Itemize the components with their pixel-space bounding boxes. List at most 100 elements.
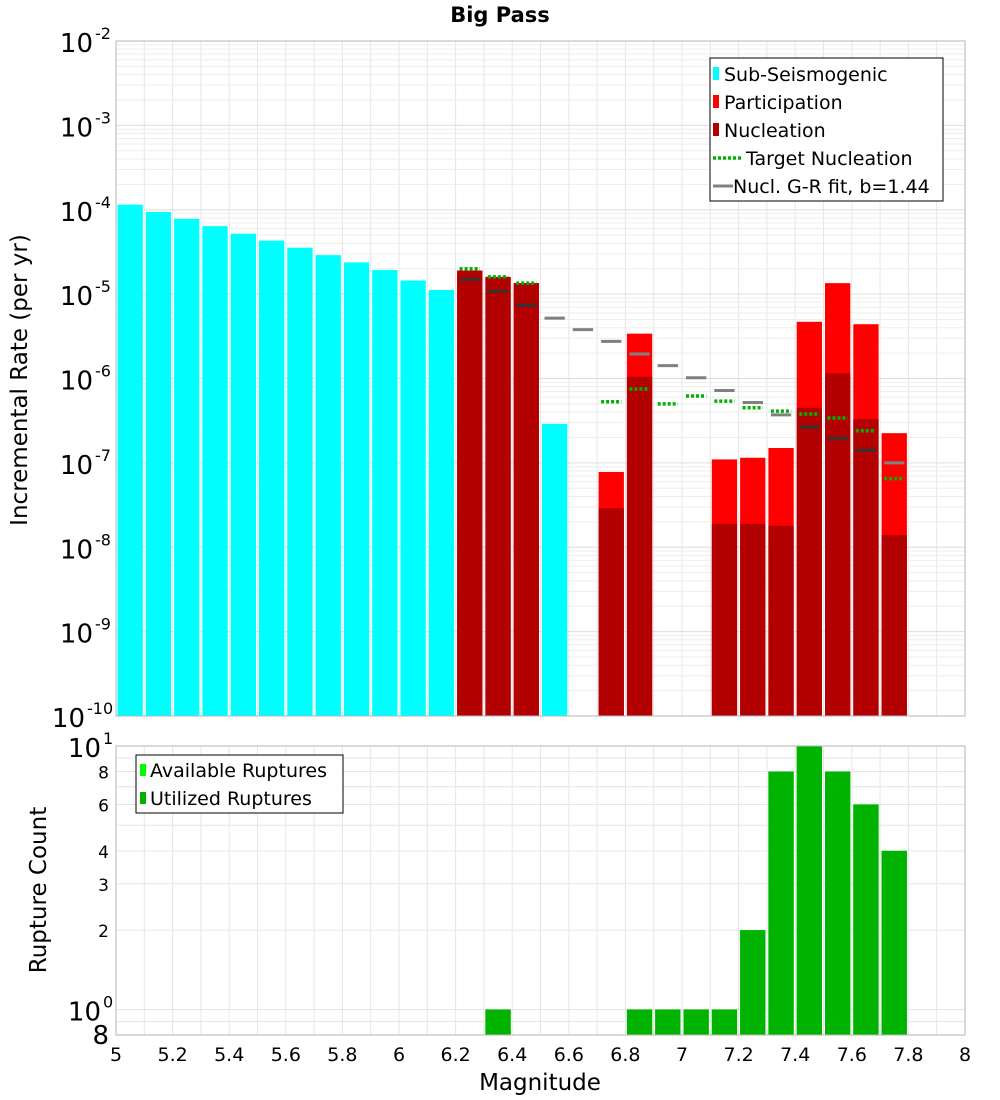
top-y-tick-exp: -8 — [95, 530, 111, 549]
top-y-tick-base: 10 — [60, 113, 93, 143]
chart-title: Big Pass — [450, 3, 550, 27]
top-y-tick: 10 -3 — [60, 108, 111, 143]
legend-swatch-0 — [713, 67, 719, 80]
x-tick-label: 6 — [393, 1044, 405, 1066]
bottom-y-tick: 10 0 — [68, 992, 113, 1027]
nucleation-bar — [626, 376, 653, 716]
top-y-tick-base: 10 — [60, 198, 93, 228]
bottom-y-tick-exp: 1 — [103, 729, 113, 748]
nucleation-bar — [825, 373, 851, 716]
top-y-tick-exp: -10 — [87, 699, 113, 718]
bottom-y-axis-label: Rupture Count — [26, 807, 52, 973]
nucleation-bar — [513, 283, 539, 716]
x-tick-label: 7.6 — [837, 1044, 867, 1066]
top-lines — [459, 266, 905, 481]
sub-seismogenic-bar — [202, 226, 228, 716]
x-tick-label: 7.2 — [723, 1044, 753, 1066]
x-tick-label: 7.4 — [780, 1044, 810, 1066]
top-y-tick: 10 -9 — [60, 615, 111, 650]
x-axis-label: Magnitude — [479, 1070, 601, 1096]
sub-seismogenic-bar — [400, 280, 426, 716]
nucleation-bar — [796, 407, 822, 716]
bottom-y-tick-minor: 3 — [98, 876, 109, 896]
sub-seismogenic-bar — [230, 233, 256, 716]
top-legend-box — [709, 57, 944, 202]
bottom-legend-label-1: Utilized Ruptures — [150, 788, 312, 810]
x-tick-label: 6.8 — [610, 1044, 640, 1066]
top-y-tick-base: 10 — [60, 29, 93, 59]
sub-seismogenic-bar — [428, 289, 455, 716]
top-y-tick-exp: -7 — [95, 446, 111, 465]
top-y-tick-exp: -5 — [95, 277, 111, 296]
bottom-y-tick-base: 10 — [68, 997, 101, 1027]
nucleation-bar — [711, 523, 738, 716]
x-tick-label: 7 — [676, 1044, 688, 1066]
bottom-y-tick-minor: 6 — [98, 796, 109, 816]
x-tick-label: 5.6 — [271, 1044, 301, 1066]
legend-swatch-1 — [713, 95, 719, 108]
top-y-axis-label: Incremental Rate (per yr) — [7, 234, 33, 526]
bottom-y-tick: 6 — [98, 796, 109, 816]
utilized-ruptures-bar — [485, 1009, 511, 1035]
bottom-y-tick-minor: 2 — [98, 922, 109, 942]
sub-seismogenic-bar — [259, 240, 285, 717]
utilized-ruptures-bar — [796, 746, 822, 1035]
bottom-y-tick-base: 10 — [68, 734, 101, 764]
x-tick-label: 7.8 — [893, 1044, 923, 1066]
utilized-ruptures-bar — [711, 1009, 738, 1035]
bottom-y-tick: 3 — [98, 876, 109, 896]
legend-label-1: Participation — [724, 92, 843, 114]
top-y-tick: 10 -5 — [60, 277, 111, 312]
utilized-ruptures-bar — [740, 930, 766, 1035]
top-y-tick-base: 10 — [60, 620, 93, 650]
bottom-plot-frame — [115, 745, 966, 1036]
bottom-y-tick-minor: 4 — [98, 843, 109, 863]
sub-seismogenic-bar — [117, 204, 143, 717]
top-y-tick: 10 -2 — [60, 24, 111, 59]
top-y-tick: 10 -4 — [60, 193, 111, 228]
legend-label-3: Target Nucleation — [745, 148, 913, 170]
x-tick-label: 5.4 — [214, 1044, 244, 1066]
bottom-bars — [485, 746, 907, 1035]
nucleation-bar — [740, 523, 766, 716]
sub-seismogenic-bar — [542, 423, 568, 716]
sub-seismogenic-bar — [315, 255, 341, 716]
utilized-ruptures-bar — [626, 1009, 653, 1035]
bottom-legend-box — [135, 754, 344, 814]
top-y-tick: 10 -8 — [60, 530, 111, 565]
top-y-tick-base: 10 — [60, 451, 93, 481]
nucleation-bar — [457, 270, 483, 716]
sub-seismogenic-bar — [343, 262, 370, 716]
sub-seismogenic-bar — [287, 247, 313, 717]
x-tick-label: 5 — [110, 1044, 122, 1066]
nucleation-bar — [598, 508, 624, 716]
top-y-tick: 10 -7 — [60, 446, 111, 481]
legend-label-4: Nucl. G-R fit, b=1.44 — [733, 176, 930, 198]
bottom-legend: Available Ruptures Utilized Ruptures — [135, 754, 344, 814]
nucleation-bar — [485, 276, 511, 716]
top-y-tick: 10 -6 — [60, 362, 111, 397]
x-tick-label: 5.8 — [327, 1044, 357, 1066]
bottom-y-tick: 8 — [98, 764, 109, 784]
x-ticks: 5 5.2 5.4 5.6 5.8 6 6.2 6.4 6.6 6.8 7 7.2 7.4 7.6 7.8 8 — [110, 1044, 971, 1066]
top-bars — [117, 204, 907, 717]
bottom-y-tick: 10 1 — [68, 729, 113, 764]
bottom-legend-swatch-1 — [140, 792, 146, 804]
sub-seismogenic-bar — [145, 212, 172, 716]
nucleation-bar — [853, 419, 879, 716]
x-tick-label: 5.2 — [157, 1044, 187, 1066]
x-tick-label: 6.6 — [554, 1044, 584, 1066]
nucleation-bar — [768, 525, 794, 716]
top-y-tick-exp: -9 — [95, 615, 111, 634]
top-y-tick-exp: -4 — [95, 193, 111, 212]
top-y-tick-base: 10 — [52, 704, 85, 734]
top-plot-frame — [115, 40, 966, 717]
utilized-ruptures-bar — [655, 1009, 681, 1035]
bottom-legend-label-0: Available Ruptures — [150, 760, 327, 782]
top-y-tick-base: 10 — [60, 535, 93, 565]
sub-seismogenic-bar — [372, 270, 398, 716]
bottom-y-tick-base: 8 — [92, 1021, 109, 1051]
